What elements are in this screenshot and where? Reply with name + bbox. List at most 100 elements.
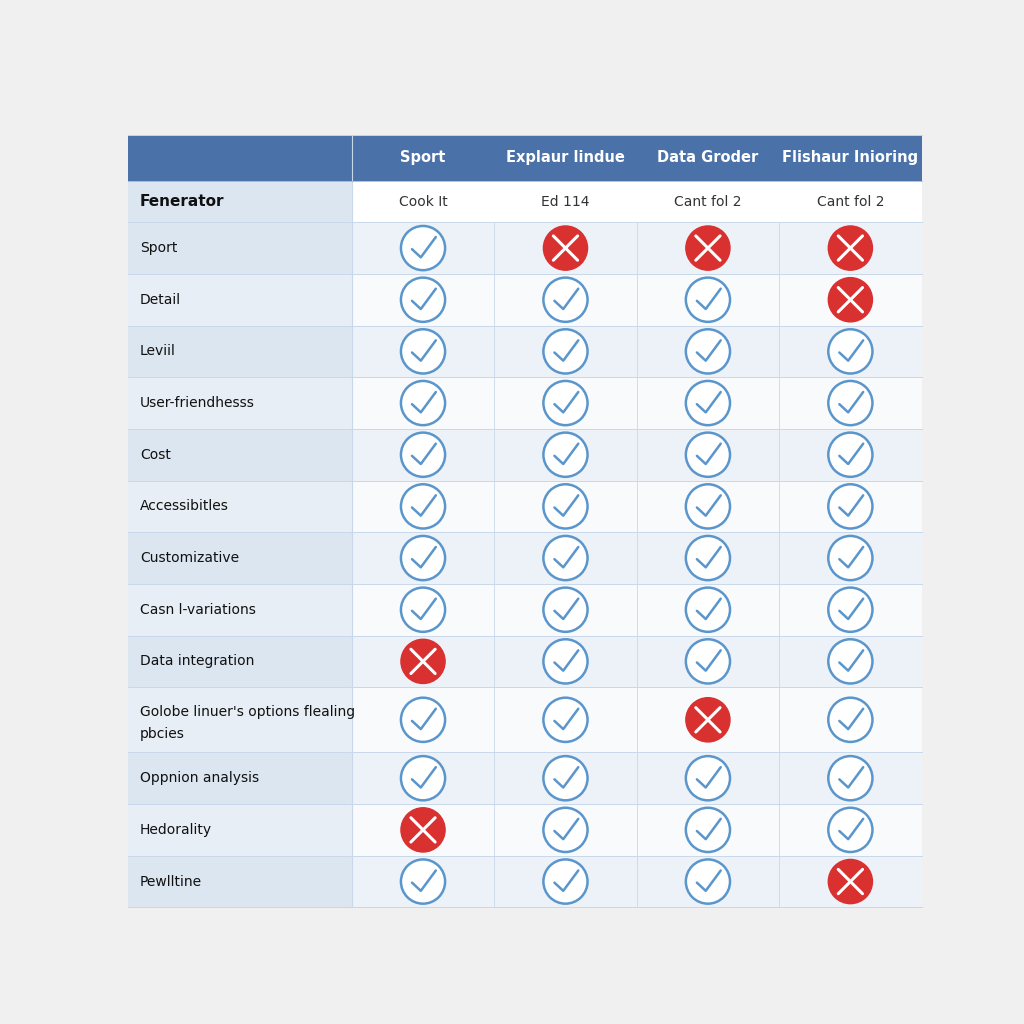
Circle shape [686, 756, 730, 801]
Circle shape [828, 381, 872, 425]
Circle shape [686, 697, 730, 742]
Circle shape [544, 484, 588, 528]
Circle shape [828, 536, 872, 581]
Circle shape [544, 432, 588, 477]
Circle shape [401, 859, 445, 903]
Circle shape [686, 432, 730, 477]
Bar [128, 753, 352, 804]
Text: Cost: Cost [140, 447, 171, 462]
Circle shape [828, 697, 872, 742]
Bar [352, 326, 922, 377]
Bar [352, 532, 922, 584]
Circle shape [828, 330, 872, 374]
Bar [128, 273, 352, 326]
Bar [128, 480, 352, 532]
Circle shape [544, 588, 588, 632]
Bar [128, 429, 352, 480]
Circle shape [401, 639, 445, 683]
Circle shape [401, 278, 445, 322]
Circle shape [686, 484, 730, 528]
Text: Cant fol 2: Cant fol 2 [674, 195, 741, 209]
Circle shape [401, 381, 445, 425]
Bar [128, 181, 352, 222]
Text: Explaur lindue: Explaur lindue [506, 151, 625, 165]
Bar [128, 687, 352, 753]
Circle shape [544, 639, 588, 683]
Bar [352, 804, 922, 856]
Bar [128, 532, 352, 584]
Bar [352, 429, 922, 480]
Bar [352, 584, 922, 636]
Text: Detail: Detail [140, 293, 181, 307]
Circle shape [544, 756, 588, 801]
Circle shape [401, 432, 445, 477]
Circle shape [544, 330, 588, 374]
Text: Pewlltine: Pewlltine [140, 874, 202, 889]
Text: Flishaur Inioring: Flishaur Inioring [782, 151, 919, 165]
Bar [352, 273, 922, 326]
Text: Ed 114: Ed 114 [542, 195, 590, 209]
Bar [352, 181, 922, 222]
Text: User-friendhesss: User-friendhesss [140, 396, 255, 410]
Bar [352, 480, 922, 532]
Text: Data Groder: Data Groder [657, 151, 759, 165]
Circle shape [686, 859, 730, 903]
Circle shape [828, 588, 872, 632]
Circle shape [686, 808, 730, 852]
Bar [128, 377, 352, 429]
Bar [128, 636, 352, 687]
Bar [352, 377, 922, 429]
Bar [128, 856, 352, 907]
Text: Sport: Sport [400, 151, 445, 165]
Circle shape [686, 330, 730, 374]
Circle shape [544, 808, 588, 852]
Text: Fenerator: Fenerator [140, 195, 224, 209]
Bar [352, 636, 922, 687]
Bar [128, 804, 352, 856]
Text: Accessibitles: Accessibitles [140, 500, 228, 513]
Circle shape [686, 278, 730, 322]
Bar [128, 135, 352, 181]
Circle shape [544, 278, 588, 322]
Circle shape [686, 226, 730, 270]
Circle shape [828, 278, 872, 322]
Circle shape [401, 756, 445, 801]
Circle shape [828, 756, 872, 801]
Text: Customizative: Customizative [140, 551, 239, 565]
Circle shape [401, 536, 445, 581]
Circle shape [401, 697, 445, 742]
Bar [352, 687, 922, 753]
Circle shape [401, 330, 445, 374]
Circle shape [686, 381, 730, 425]
Circle shape [828, 226, 872, 270]
Circle shape [544, 381, 588, 425]
Circle shape [401, 226, 445, 270]
Text: Data integration: Data integration [140, 654, 254, 669]
Bar [128, 326, 352, 377]
Circle shape [828, 808, 872, 852]
Text: Cant fol 2: Cant fol 2 [816, 195, 884, 209]
Bar [128, 222, 352, 273]
Circle shape [401, 588, 445, 632]
Text: Oppnion analysis: Oppnion analysis [140, 771, 259, 785]
Text: Casn l-variations: Casn l-variations [140, 603, 256, 616]
Text: Cook It: Cook It [398, 195, 447, 209]
Circle shape [686, 588, 730, 632]
Circle shape [401, 484, 445, 528]
Circle shape [828, 484, 872, 528]
Circle shape [828, 859, 872, 903]
Circle shape [828, 639, 872, 683]
Bar [352, 135, 922, 181]
Circle shape [686, 639, 730, 683]
Circle shape [401, 808, 445, 852]
Bar [128, 584, 352, 636]
Text: Golobe linuer's options flealing: Golobe linuer's options flealing [140, 705, 355, 719]
Circle shape [686, 536, 730, 581]
Bar [352, 856, 922, 907]
Circle shape [828, 432, 872, 477]
Bar [352, 753, 922, 804]
Circle shape [544, 536, 588, 581]
Text: Sport: Sport [140, 241, 177, 255]
Circle shape [544, 226, 588, 270]
Circle shape [544, 697, 588, 742]
